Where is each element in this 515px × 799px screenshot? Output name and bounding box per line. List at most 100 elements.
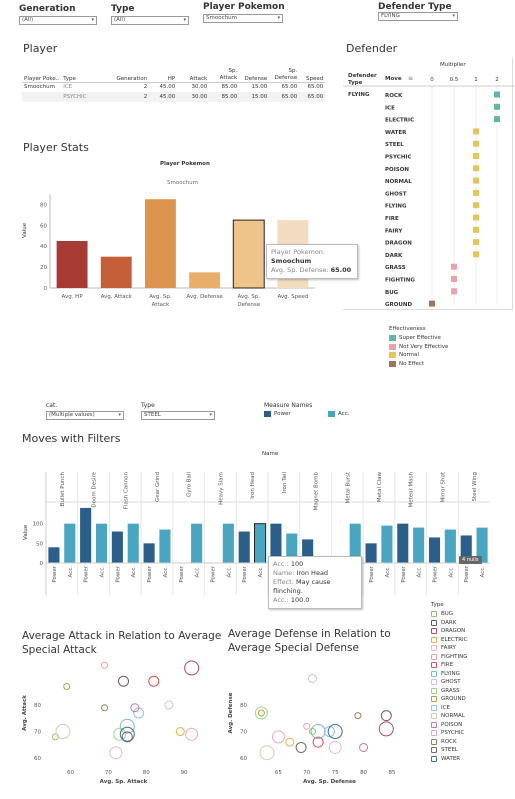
x-axis-label: Avg. Sp. Attack (100, 779, 148, 785)
y-tick-label: 60 (34, 756, 41, 762)
scatter-point (327, 724, 343, 740)
player-pokemon-filter-label: Player Pokemon (203, 2, 285, 12)
legend-label: Super Effective (399, 335, 441, 342)
type-legend-item[interactable]: POISON (431, 721, 468, 730)
sub-label: Power (52, 565, 58, 582)
scatter-point (285, 737, 295, 747)
x-tick-label: 70 (105, 770, 112, 776)
multiplier-mark (473, 165, 479, 172)
nulls-badge[interactable]: 4 nulls (459, 556, 482, 564)
bar (64, 523, 76, 563)
legend-power[interactable]: Power (264, 410, 291, 419)
scatter-point (354, 712, 362, 720)
move-label: FIGHTING (385, 278, 415, 284)
legend-label: FIRE (441, 662, 454, 669)
effectiveness-legend: Effectiveness Super Effective Not Very Ef… (389, 326, 448, 368)
x-tick-label: Defense (237, 302, 260, 308)
type-legend-item[interactable]: GHOST (431, 678, 468, 687)
sub-label: Power (464, 565, 470, 582)
effectiveness-legend-item[interactable]: Not Very Effective (389, 343, 448, 352)
player-pokemon-dropdown[interactable]: Smoochum ▾ (203, 14, 283, 23)
type-legend-item[interactable]: ELECTRIC (431, 636, 468, 645)
col-header: Sp. Defense (274, 67, 298, 81)
legend-label: WATER (441, 755, 461, 762)
legend-label: PSYCHIC (441, 730, 465, 737)
multiplier-mark (451, 276, 457, 282)
category-label: Bullet Punch (60, 471, 66, 506)
type-legend-item[interactable]: WATER (431, 755, 468, 764)
move-col-header: Move (385, 76, 402, 82)
cat-dropdown[interactable]: (Multiple values) ▾ (46, 411, 124, 420)
sub-label: Power (147, 565, 153, 582)
multiplier-mark (451, 288, 457, 295)
type-legend-item[interactable]: DRAGON (431, 627, 468, 636)
bar (189, 272, 221, 288)
move-label: GROUND (385, 302, 412, 308)
legend-swatch (431, 653, 437, 660)
effectiveness-legend-item[interactable]: Super Effective (389, 334, 448, 343)
moves-chart-ylabel: Value (23, 524, 29, 540)
y-tick-label: 100 (33, 522, 44, 528)
type-legend: Type BUG DARK DRAGON ELECTRIC FAIRY FIGHTING F… (431, 602, 468, 763)
bar (100, 256, 132, 288)
sort-icon[interactable]: ≡ (408, 75, 414, 82)
legend-acc[interactable]: Acc. (328, 410, 349, 419)
bar (476, 527, 488, 563)
effectiveness-legend-item[interactable]: Normal (389, 351, 448, 360)
generation-dropdown[interactable]: (All) ▾ (19, 16, 97, 25)
type-legend-item[interactable]: ICE (431, 704, 468, 713)
moves-type-dropdown[interactable]: STEEL ▾ (141, 411, 215, 420)
cell-defense: 15.00 (251, 94, 268, 100)
generation-filter-label: Generation (19, 4, 76, 14)
player-pokemon-dropdown-value: Smoochum (206, 15, 237, 21)
type-legend-item[interactable]: DARK (431, 619, 468, 628)
chevron-down-icon: ▾ (118, 412, 121, 418)
type-legend-item[interactable]: GROUND (431, 695, 468, 704)
legend-label: POISON (441, 721, 463, 728)
legend-swatch (431, 696, 437, 703)
bar (232, 219, 265, 289)
cell-type: ICE (63, 84, 73, 91)
type-legend-item[interactable]: STEEL (431, 746, 468, 755)
type-legend-item[interactable]: FIRE (431, 661, 468, 670)
effectiveness-legend-item[interactable]: No Effect (389, 360, 448, 369)
cell-sp-defense: 65.00 (281, 94, 298, 100)
x-tick-label: 0.5 (450, 77, 459, 83)
legend-swatch (431, 628, 437, 635)
move-label: GRASS (385, 265, 406, 271)
defender-type-dropdown[interactable]: FLYING ▾ (378, 12, 458, 21)
scatter-point (164, 700, 174, 710)
y-tick-label: 60 (40, 223, 47, 229)
defender-type-filter-label: Defender Type (378, 2, 452, 12)
type-legend-item[interactable]: FIGHTING (431, 653, 468, 662)
chevron-down-icon: ▾ (91, 17, 94, 23)
table-row: Smoochum ICE 2 45.00 30.00 85.00 15.00 6… (22, 82, 325, 92)
move-label: FAIRY (385, 228, 403, 234)
bar (254, 523, 267, 564)
x-tick-label: 70 (303, 770, 310, 776)
type-dropdown[interactable]: (All) ▾ (111, 16, 189, 25)
legend-swatch (389, 360, 396, 367)
move-label: PSYCHIC (385, 155, 412, 161)
scatter-point (257, 709, 265, 717)
sub-label: Acc. (195, 566, 201, 578)
legend-label: GROUND (441, 696, 466, 703)
y-tick-label: 60 (240, 756, 247, 762)
scatter-point (113, 727, 127, 741)
multiplier-mark (494, 91, 500, 98)
type-legend-item[interactable]: PSYCHIC (431, 729, 468, 738)
legend-swatch (431, 721, 437, 728)
legend-swatch (431, 670, 437, 677)
type-legend-item[interactable]: GRASS (431, 687, 468, 696)
y-tick-label: 80 (240, 703, 247, 709)
type-legend-item[interactable]: ROCK (431, 738, 468, 747)
type-legend-item[interactable]: FLYING (431, 670, 468, 679)
legend-label: ELECTRIC (441, 636, 468, 643)
type-legend-item[interactable]: FAIRY (431, 644, 468, 653)
move-label: ICE (385, 105, 395, 111)
move-label: BUG (385, 290, 399, 296)
type-legend-item[interactable]: NORMAL (431, 712, 468, 721)
bar (270, 523, 282, 563)
type-legend-item[interactable]: BUG (431, 610, 468, 619)
scatter-defense-chart: 60 70 80 65 70 75 80 85 Avg. Sp. Defense Avg. Def… (228, 674, 396, 785)
